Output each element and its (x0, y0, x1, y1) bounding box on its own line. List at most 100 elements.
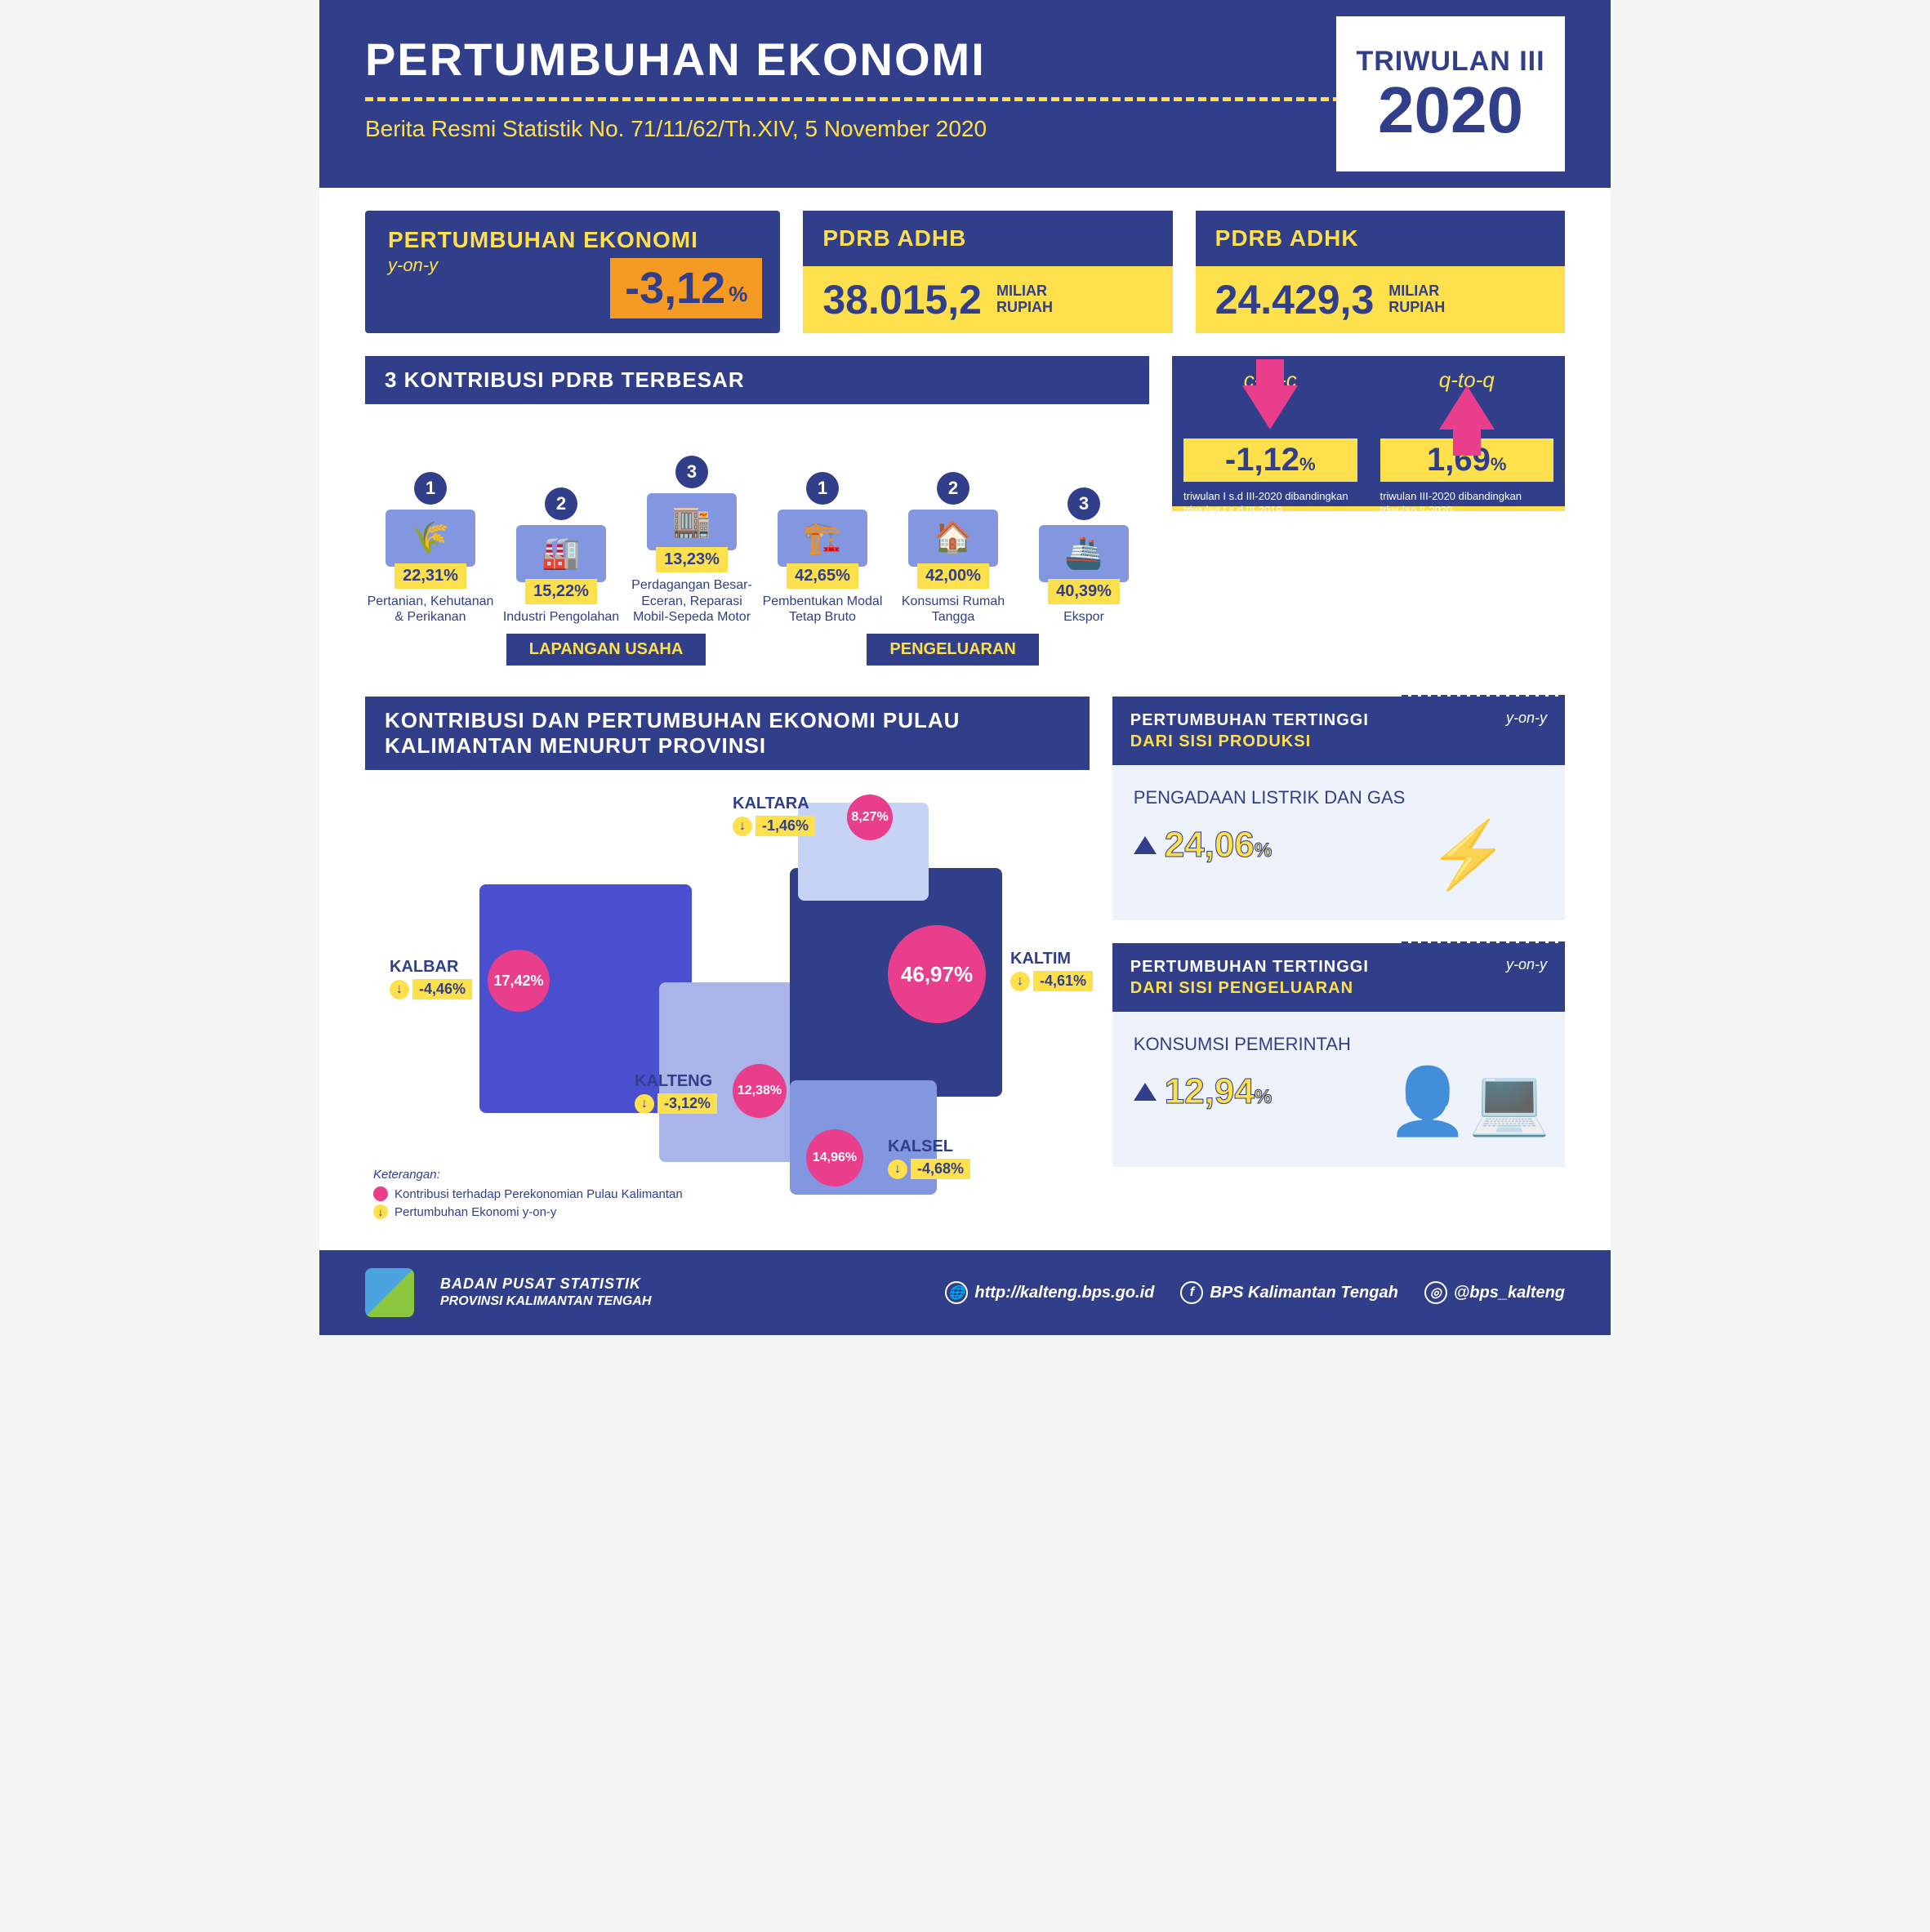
kpi-adhk: PDRB ADHK 24.429,3 MILIAR RUPIAH (1196, 211, 1565, 333)
government-icon: 👤💻 (1387, 1044, 1550, 1159)
map-section: KONTRIBUSI DAN PERTUMBUHAN EKONOMI PULAU… (365, 697, 1090, 1227)
rank-badge: 3 (675, 456, 708, 488)
kpi-adhk-title: PDRB ADHK (1196, 211, 1565, 266)
legend-dot-yellow-icon: ↓ (373, 1204, 388, 1219)
contrib-label: Ekspor (1018, 609, 1149, 625)
rank-badge: 1 (806, 472, 839, 505)
period-box: TRIWULAN III 2020 (1336, 16, 1565, 171)
ctc-qtq-section: c-to-c -1,12% triwulan I s.d III-2020 di… (1172, 356, 1565, 674)
contrib-dot-kaltara: 8,27% (847, 795, 893, 840)
map-title: KONTRIBUSI DAN PERTUMBUHAN EKONOMI PULAU… (365, 697, 1090, 770)
rank-badge: 3 (1068, 487, 1100, 520)
globe-icon: 🌐 (945, 1281, 968, 1304)
growth-badge-kalsel: ↓-4,68% (888, 1159, 970, 1179)
growth-title-line2: DARI SISI PENGELUARAN (1130, 977, 1369, 999)
growth-title-line2: DARI SISI PRODUKSI (1130, 731, 1369, 752)
dashed-divider (1402, 942, 1565, 945)
prov-label-kalbar: KALBAR (390, 958, 458, 977)
kpi-growth-number: -3,12 (625, 263, 725, 314)
growth-column: PERTUMBUHAN TERTINGGI DARI SISI PRODUKSI… (1112, 697, 1565, 1227)
kpi-adhk-value: 24.429,3 (1215, 276, 1375, 323)
growth-title-line1: PERTUMBUHAN TERTINGGI (1130, 710, 1369, 731)
contrib-label: Perdagangan Besar-Eceran, Reparasi Mobil… (626, 577, 757, 625)
kpi-adhb: PDRB ADHB 38.015,2 MILIAR RUPIAH (803, 211, 1172, 333)
dashed-divider (1402, 695, 1565, 698)
footer-links: 🌐http://kalteng.bps.go.id fBPS Kalimanta… (945, 1281, 1565, 1304)
kpi-growth: PERTUMBUHAN EKONOMI y-on-y -3,12 % (365, 211, 780, 333)
row-contrib-cq: 3 KONTRIBUSI PDRB TERBESAR 1 🌾 22,31% Pe… (319, 333, 1611, 674)
growth-badge-kaltim: ↓-4,61% (1010, 971, 1093, 991)
legend-title: Keterangan: (373, 1168, 683, 1182)
rank-badge: 2 (545, 487, 577, 520)
footer-facebook[interactable]: fBPS Kalimantan Tengah (1180, 1281, 1397, 1304)
growth-title-line1: PERTUMBUHAN TERTINGGI (1130, 956, 1369, 977)
subtitle: Berita Resmi Statistik No. 71/11/62/Th.X… (365, 116, 1341, 142)
contrib-item: 1 🌾 22,31% Pertanian, Kehutanan & Perika… (365, 472, 496, 625)
contrib-value: 22,31% (394, 563, 466, 589)
contrib-item: 2 🏠 42,00% Konsumsi Rumah Tangga (888, 472, 1018, 625)
ctc-box: c-to-c -1,12% triwulan I s.d III-2020 di… (1172, 356, 1369, 506)
ctc-value: -1,12% (1183, 438, 1357, 482)
sector-icon: 🌾 (386, 510, 475, 567)
contrib-item: 3 🚢 40,39% Ekspor (1018, 487, 1149, 625)
contrib-value: 40,39% (1048, 579, 1120, 604)
sector-icon: 🚢 (1039, 525, 1129, 582)
rank-badge: 1 (414, 472, 447, 505)
contrib-value: 13,23% (656, 547, 728, 572)
contrib-dot-kalsel: 14,96% (806, 1129, 863, 1186)
ctc-note: triwulan I s.d III-2020 dibandingkan tri… (1183, 490, 1357, 518)
kpi-adhb-value: 38.015,2 (822, 276, 982, 323)
arrow-down-icon (1242, 385, 1298, 430)
contrib-title: 3 KONTRIBUSI PDRB TERBESAR (365, 356, 1149, 404)
prov-label-kalsel: KALSEL (888, 1137, 953, 1156)
contrib-label: Konsumsi Rumah Tangga (888, 594, 1018, 625)
contrib-label: Pertanian, Kehutanan & Perikanan (365, 594, 496, 625)
contrib-item: 1 🏗️ 42,65% Pembentukan Modal Tetap Brut… (757, 472, 888, 625)
electricity-icon: ⚡ (1387, 798, 1550, 912)
footer: BADAN PUSAT STATISTIK PROVINSI KALIMANTA… (319, 1250, 1611, 1335)
row-map-growth: KONTRIBUSI DAN PERTUMBUHAN EKONOMI PULAU… (319, 674, 1611, 1227)
growth-badge-kaltara: ↓-1,46% (733, 816, 815, 836)
contrib-item: 3 🏬 13,23% Perdagangan Besar-Eceran, Rep… (626, 456, 757, 625)
contrib-item: 2 🏭 15,22% Industri Pengolahan (496, 487, 626, 625)
yoy-label: y-on-y (1506, 956, 1547, 973)
arrow-up-icon (1439, 385, 1495, 430)
triangle-up-icon (1134, 1083, 1157, 1101)
yoy-label: y-on-y (1506, 710, 1547, 727)
legend-dot-pink-icon (373, 1186, 388, 1201)
sector-icon: 🏬 (647, 493, 737, 550)
contrib-dot-kalbar: 17,42% (488, 950, 550, 1012)
instagram-icon: ◎ (1424, 1281, 1447, 1304)
growth-badge-kalteng: ↓-3,12% (635, 1093, 717, 1114)
sector-icon: 🏗️ (778, 510, 867, 567)
sector-icon: 🏭 (516, 525, 606, 582)
kpi-growth-title: PERTUMBUHAN EKONOMI (388, 227, 757, 253)
kpi-adhb-title: PDRB ADHB (803, 211, 1172, 266)
kpi-adhk-unit: MILIAR RUPIAH (1388, 283, 1445, 316)
legend-text: Pertumbuhan Ekonomi y-on-y (394, 1205, 556, 1219)
category-label: LAPANGAN USAHA (506, 634, 706, 666)
contrib-value: 42,65% (787, 563, 858, 589)
main-title: PERTUMBUHAN EKONOMI (365, 33, 1341, 86)
bps-logo-icon (365, 1268, 414, 1317)
footer-website[interactable]: 🌐http://kalteng.bps.go.id (945, 1281, 1154, 1304)
kpi-growth-value: -3,12 % (610, 258, 762, 318)
growth-prod-box: PERTUMBUHAN TERTINGGI DARI SISI PRODUKSI… (1112, 697, 1565, 920)
infographic-page: PERTUMBUHAN EKONOMI Berita Resmi Statist… (319, 0, 1611, 1335)
map-body: KALTARA ↓-1,46% 8,27% KALBAR ↓-4,46% 17,… (365, 770, 1090, 1227)
kpi-growth-pct: % (729, 282, 747, 307)
footer-instagram[interactable]: ◎@bps_kalteng (1424, 1281, 1565, 1304)
map-legend: Keterangan: Kontribusi terhadap Perekono… (373, 1168, 683, 1219)
prov-label-kalteng: KALTENG (635, 1072, 712, 1091)
growth-badge-kalbar: ↓-4,46% (390, 979, 472, 999)
triangle-up-icon (1134, 836, 1157, 854)
contrib-value: 42,00% (917, 563, 989, 589)
kpi-adhb-unit: MILIAR RUPIAH (996, 283, 1053, 316)
contrib-section: 3 KONTRIBUSI PDRB TERBESAR 1 🌾 22,31% Pe… (365, 356, 1149, 674)
contrib-value: 15,22% (525, 579, 597, 604)
prov-label-kaltara: KALTARA (733, 795, 809, 813)
rank-badge: 2 (937, 472, 969, 505)
period-year: 2020 (1378, 78, 1523, 143)
footer-org: BADAN PUSAT STATISTIK PROVINSI KALIMANTA… (440, 1275, 651, 1311)
kpi-row: PERTUMBUHAN EKONOMI y-on-y -3,12 % PDRB … (319, 188, 1611, 333)
